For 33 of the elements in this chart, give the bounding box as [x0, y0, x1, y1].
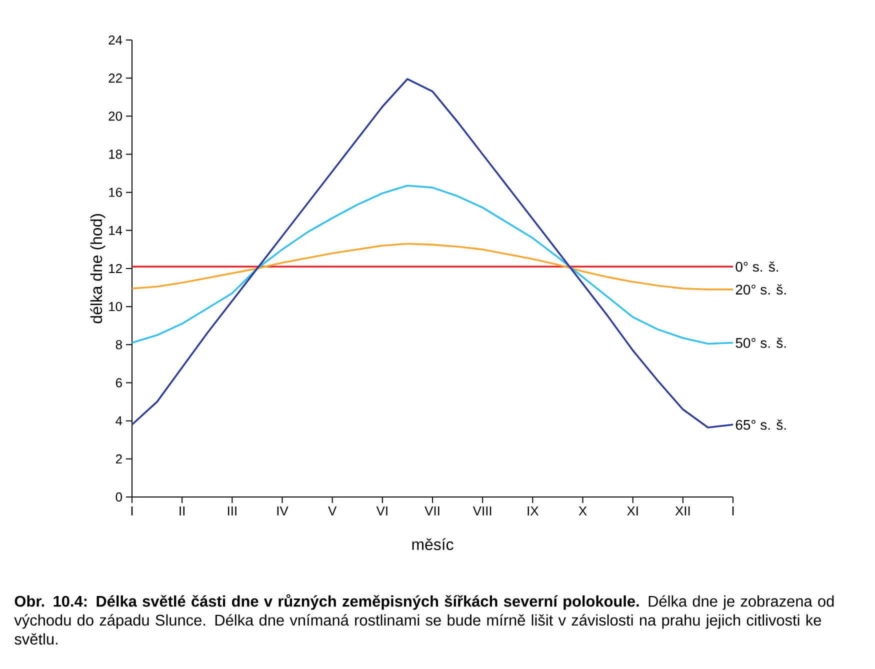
x-tick-label: I [131, 506, 133, 516]
y-tick-label: 0 [116, 492, 122, 502]
y-tick-label: 24 [108, 35, 122, 45]
x-axis-title: měsíc [412, 538, 454, 550]
x-tick-label: IV [277, 506, 288, 516]
y-tick-label: 8 [116, 340, 122, 350]
x-tick-label: II [180, 506, 184, 516]
y-tick-label: 20 [108, 112, 122, 121]
x-tick-label: VI [376, 506, 388, 516]
x-tick-label: V [328, 506, 337, 516]
x-tick-label: VII [424, 506, 440, 516]
y-axis-title: délka dne (hod) [90, 214, 106, 324]
y-tick-label: 16 [109, 188, 122, 197]
y-tick-label: 12 [109, 264, 122, 274]
y-tick-label: 18 [109, 150, 122, 159]
y-tick-label: 22 [108, 74, 122, 83]
y-tick-label: 6 [116, 378, 122, 388]
x-tick-label: VIII [472, 506, 492, 516]
y-tick-label: 10 [109, 302, 122, 312]
x-tick-label: I [732, 506, 734, 516]
x-tick-label: III [228, 506, 236, 516]
x-tick-label: XI [627, 506, 638, 516]
y-tick-label: 4 [116, 416, 122, 426]
y-tick-label: 2 [116, 454, 122, 464]
series-label: 20° s. š. [736, 284, 786, 295]
series-label: 65° s. š. [736, 419, 786, 430]
series-label: 50° s. š. [736, 338, 786, 348]
series-label: 0° s. š. [736, 261, 778, 272]
text: Obr. 10.4: Délka světlé části dne v různých zeměpisných šířkách severní polokoule. Délka dne je zobrazena od východu do západu Slunce. Délka dne vnímaná rostlinami se bude mírně lišit v závislosti na prahu jejich citlivosti ke světlu. [14, 594, 834, 645]
x-tick-label: IX [528, 506, 539, 516]
y-tick-label: 14 [109, 226, 122, 235]
x-tick-label: XII [675, 506, 690, 516]
x-tick-label: X [578, 506, 587, 516]
